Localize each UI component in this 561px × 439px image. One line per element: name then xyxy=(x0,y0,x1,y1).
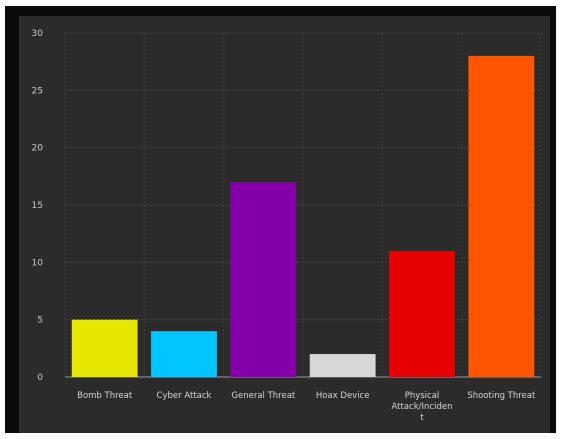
bar-cyber-attack xyxy=(151,331,217,377)
bar-physical-attack-incident xyxy=(389,250,455,377)
x-tick-label: t xyxy=(420,413,424,423)
y-tick-label: 0 xyxy=(37,373,43,383)
y-tick-label: 5 xyxy=(37,316,43,326)
y-tick-label: 20 xyxy=(32,144,44,154)
y-tick-label: 15 xyxy=(32,201,43,211)
bar-bomb-threat xyxy=(71,319,138,377)
x-tick-label: Physical xyxy=(405,391,440,401)
y-tick-label: 30 xyxy=(32,29,44,39)
x-tick-label: Attack/Inciden xyxy=(392,402,453,412)
x-tick-label: Shooting Threat xyxy=(467,391,536,401)
x-tick-label: Hoax Device xyxy=(316,391,370,401)
y-tick-label: 25 xyxy=(32,86,43,96)
x-tick-label: Cyber Attack xyxy=(157,391,212,401)
bar-general-threat xyxy=(230,182,297,377)
bar-hoax-device xyxy=(309,354,376,377)
bar-shooting-threat xyxy=(468,55,535,377)
x-tick-label: Bomb Threat xyxy=(77,391,133,401)
y-tick-label: 10 xyxy=(32,258,44,268)
x-tick-label: General Threat xyxy=(231,391,296,401)
